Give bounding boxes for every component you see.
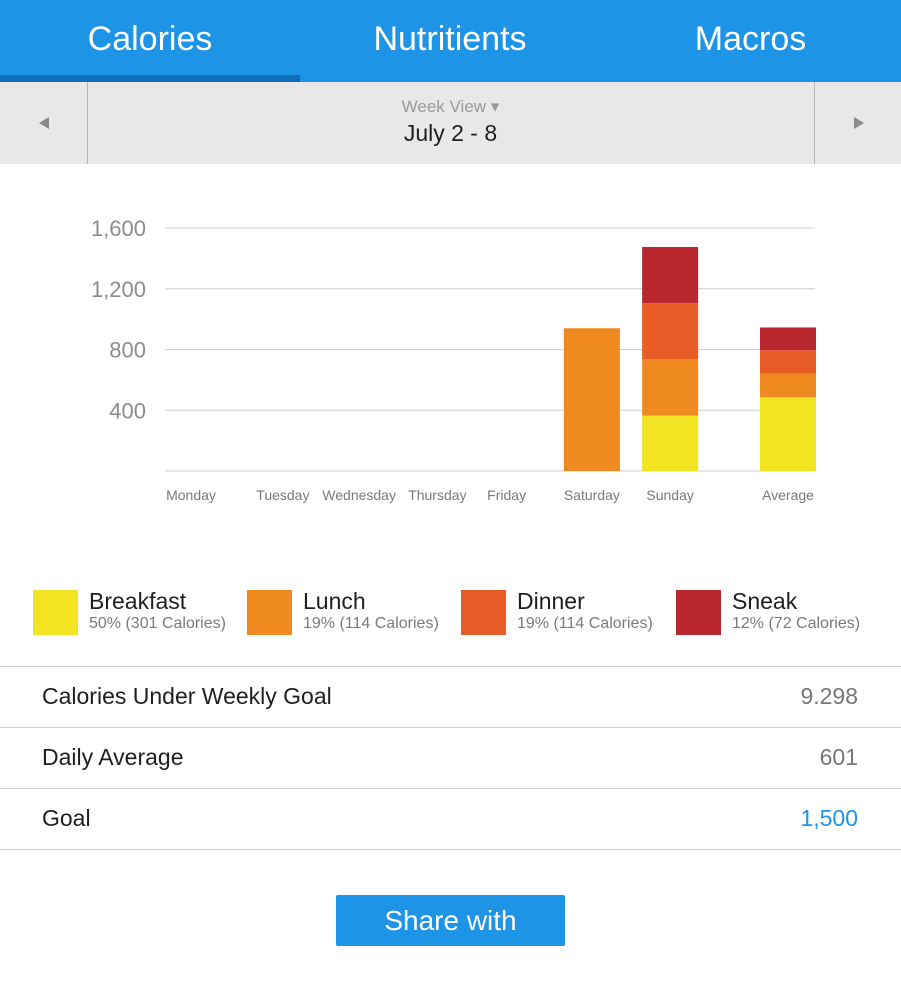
bar-dinner-average (760, 350, 816, 374)
legend-detail: 19% (114 Calories) (517, 615, 653, 632)
stacked-bar-chart: 400 800 1,200 1,600 Monday Tuesday Wednesday Th… (91, 216, 816, 503)
tab-bar: Calories Nutritients Macros (0, 0, 901, 82)
week-view-dropdown[interactable]: Week View ▾ (401, 97, 500, 116)
legend-name: Dinner (517, 588, 585, 614)
previous-week-button[interactable] (0, 82, 88, 164)
left-triangle-icon (38, 117, 49, 129)
bar-lunch-average (760, 373, 816, 398)
stat-value: 601 (819, 744, 858, 770)
next-week-button[interactable] (814, 82, 901, 164)
y-tick-label: 800 (109, 338, 146, 363)
x-tick-label: Friday (487, 487, 526, 503)
lunch-swatch (247, 590, 292, 635)
sneak-swatch (676, 590, 721, 635)
calories-chart: 400 800 1,200 1,600 Monday Tuesday Wednesday Th… (0, 165, 901, 525)
bar-sneak-sunday (642, 246, 699, 304)
week-range-label: July 2 - 8 (403, 120, 498, 146)
goal-value-link[interactable]: 1,500 (800, 805, 858, 831)
stat-value: 9.298 (800, 683, 858, 709)
legend-name: Lunch (303, 588, 366, 614)
legend-detail: 19% (114 Calories) (303, 615, 439, 632)
breakfast-swatch (33, 590, 78, 635)
stats-list: Calories Under Weekly Goal 9.298 Daily A… (0, 666, 901, 850)
x-tick-label: Saturday (564, 487, 620, 503)
legend-name: Sneak (732, 588, 798, 614)
stat-label: Calories Under Weekly Goal (42, 683, 332, 709)
x-tick-label: Average (762, 487, 814, 503)
bar-sneak-average (760, 327, 816, 351)
bar-lunch-saturday (563, 328, 620, 471)
bar-breakfast-sunday (642, 415, 699, 471)
x-tick-label: Monday (166, 487, 216, 503)
tab-macros[interactable]: Macros (694, 20, 807, 58)
legend-detail: 50% (301 Calories) (89, 615, 226, 632)
week-navigator: Week View ▾ July 2 - 8 (0, 82, 901, 164)
tab-nutritients[interactable]: Nutritients (373, 20, 527, 58)
active-tab-indicator (0, 75, 300, 82)
right-triangle-icon (853, 117, 864, 129)
tab-calories[interactable]: Calories (87, 20, 213, 58)
legend-detail: 12% (72 Calories) (732, 615, 861, 632)
x-tick-label: Wednesday (322, 487, 396, 503)
y-tick-label: 1,600 (91, 216, 146, 241)
x-tick-label: Thursday (408, 487, 466, 503)
bar-dinner-sunday (642, 303, 699, 360)
bar-breakfast-average (760, 397, 816, 471)
x-tick-label: Tuesday (256, 487, 309, 503)
dinner-swatch (461, 590, 506, 635)
legend-name: Breakfast (89, 588, 187, 614)
week-selector: Week View ▾ July 2 - 8 (88, 82, 813, 164)
stat-row-goal[interactable]: Goal 1,500 (0, 788, 901, 850)
stat-label: Daily Average (42, 744, 184, 770)
y-tick-label: 400 (109, 398, 146, 423)
y-tick-label: 1,200 (91, 277, 146, 302)
stat-row-under-goal: Calories Under Weekly Goal 9.298 (0, 666, 901, 727)
stat-label: Goal (42, 805, 91, 831)
share-button[interactable]: Share with (336, 895, 565, 946)
x-tick-label: Sunday (646, 487, 693, 503)
bar-lunch-sunday (642, 359, 699, 416)
stat-row-daily-average: Daily Average 601 (0, 727, 901, 788)
